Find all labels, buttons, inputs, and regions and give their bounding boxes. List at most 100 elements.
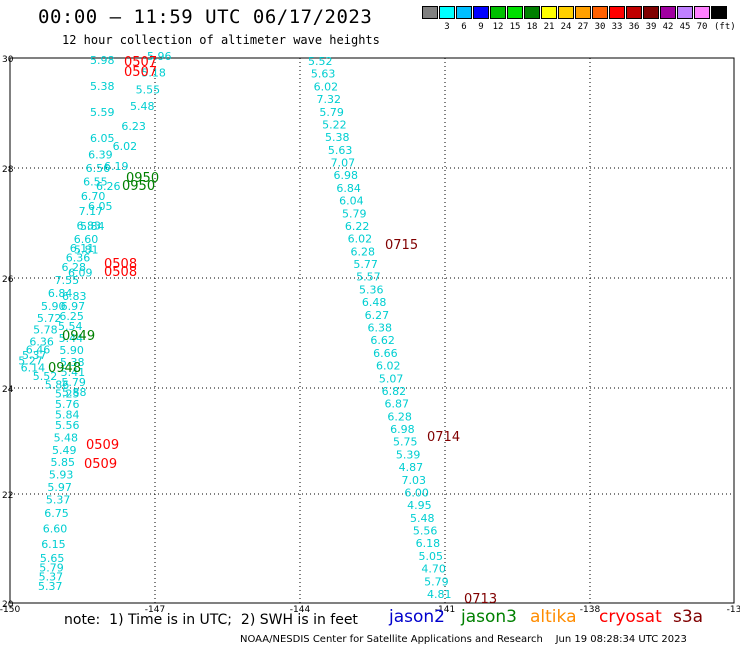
longitude-tick-label: -144 [290,605,311,615]
pass-time-label: 0508 [104,265,137,280]
swh-value: 5.18 [141,67,166,80]
pass-time-label: 0714 [427,430,460,445]
swh-value: 5.55 [136,83,161,96]
swh-value: 5.79 [424,575,449,588]
swh-value: 6.02 [113,140,137,153]
swh-value: 6.19 [104,160,129,173]
swh-value: 5.88 [62,386,87,399]
swh-value: 6.82 [382,385,407,398]
legend-label: 24 [560,22,572,32]
swh-value: 6.14 [21,361,46,374]
legend-swatch [660,6,676,19]
latitude-tick-label: 28 [2,165,14,175]
swh-value: 5.90 [41,300,66,313]
swh-value: 5.85 [50,456,75,469]
swh-value: 5.38 [90,80,115,93]
latitude-tick-label: 26 [2,275,14,285]
swh-value: 6.02 [348,233,373,246]
swh-value: 5.56 [55,419,80,432]
legend-swatch [558,6,574,19]
swh-value: 6.18 [416,537,441,550]
swh-value: 5.97 [47,481,72,494]
swh-value: 4.95 [407,499,432,512]
swh-value: 5.38 [60,356,85,369]
swh-value: 5.05 [419,550,444,563]
swh-value: 5.86 [45,379,70,392]
latitude-tick-label: 24 [2,385,14,395]
swh-value: 5.63 [311,68,336,81]
swh-value: 6.28 [387,410,412,423]
swh-value: 5.37 [22,349,47,362]
legend-label: 9 [478,22,484,32]
swh-value: 4.87 [399,461,424,474]
swh-value: 5.59 [90,106,115,119]
swh-value: 7.17 [79,205,104,218]
swh-value: 6.09 [68,267,93,280]
swh-value: 5.79 [342,207,367,220]
swh-value: 6.38 [368,322,393,335]
swh-value: 6.98 [334,169,359,182]
swh-value: 4.81 [427,588,452,601]
pass-time-label: 0949 [62,329,95,344]
legend-swatch [592,6,608,19]
footnote: note: 1) Time is in UTC; 2) SWH is in fe… [64,612,358,628]
swh-value: 6.26 [96,180,121,193]
longitude-tick-label: -147 [145,605,165,615]
swh-value: 5.75 [393,436,418,449]
legend-swatch [507,6,523,19]
swh-value: 5.52 [308,55,333,68]
swh-value: 5.37 [38,580,63,593]
legend-swatch [473,6,489,19]
swh-value: 6.84 [336,182,361,195]
legend-swatch [541,6,557,19]
legend-label: 30 [594,22,606,32]
legend-swatch [677,6,693,19]
swh-value: 5.81 [74,243,99,256]
swh-value: 5.57 [356,271,381,284]
swh-value: 5.36 [359,283,384,296]
swh-value: 5.98 [90,54,115,67]
pass-time-label: 0507 [124,65,157,80]
swh-value: 6.66 [373,347,398,360]
swh-value: 5.79 [61,376,85,389]
legend-swatch [456,6,472,19]
swh-value: 6.22 [345,220,370,233]
swh-value: 5.54 [58,320,83,333]
swh-value: 6.05 [90,132,115,145]
latitude-tick-label: 20 [2,600,14,610]
swh-value: 6.36 [29,335,54,348]
swh-value: 5.37 [46,493,70,506]
swh-value: 5.25 [55,388,80,401]
swh-value: 6.28 [351,245,376,258]
swh-value: 6.23 [121,120,146,133]
swh-value: 5.48 [410,512,435,525]
legend-swatch [626,6,642,19]
map-frame [9,57,735,604]
latitude-tick-label: 22 [2,491,13,501]
swh-value: 7.32 [317,93,342,106]
swh-value: 5.96 [147,50,172,63]
legend-jason2: jason2 [389,607,445,627]
swh-value: 6.83 [62,290,87,303]
swh-value: 6.87 [385,398,410,411]
swh-value: 6.60 [74,233,99,246]
legend-label: 27 [577,22,589,32]
pass-time-label: 0509 [84,457,117,472]
swh-value: 5.41 [61,366,86,379]
swh-value: 5.79 [39,561,64,574]
legend-swatch [643,6,659,19]
longitude-tick-label: -13 [727,605,740,615]
legend-swatch [711,6,727,19]
swh-value: 6.48 [362,296,387,309]
legend-label: 42 [662,22,674,32]
legend-label: 45 [679,22,691,32]
swh-value: 5.84 [80,220,105,233]
swh-value: 5.27 [18,355,42,368]
legend-label: 6 [461,22,467,32]
swh-value: 6.11 [70,242,95,255]
legend-swatch [575,6,591,19]
swh-value: 5.72 [37,312,62,325]
legend-unit: (ft) [714,22,736,32]
page-subtitle: 12 hour collection of altimeter wave hei… [62,33,380,47]
swh-value: 5.39 [396,448,421,461]
